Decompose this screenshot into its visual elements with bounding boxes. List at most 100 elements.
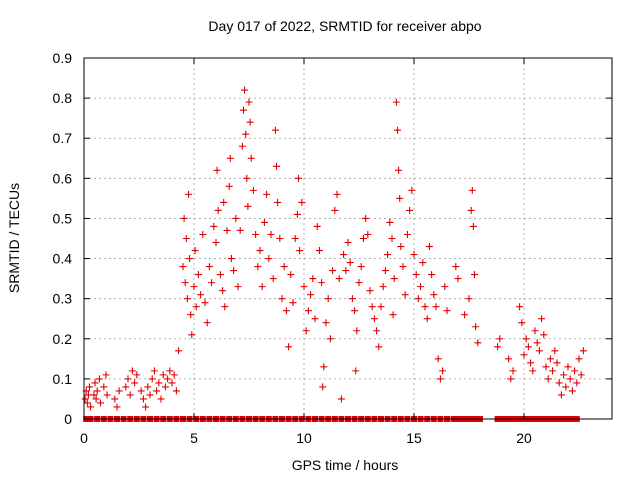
- y-tick-label: 0.7: [53, 130, 73, 146]
- data-point: [471, 271, 478, 279]
- data-point: [414, 295, 422, 303]
- data-point: [575, 355, 583, 363]
- data-point: [241, 86, 249, 94]
- data-point: [274, 198, 282, 206]
- data-point: [115, 387, 123, 395]
- data-point: [557, 391, 565, 399]
- data-point: [91, 379, 99, 387]
- data-point: [210, 222, 218, 230]
- data-point: [186, 255, 194, 263]
- data-point: [320, 363, 328, 371]
- data-point: [201, 299, 209, 307]
- data-point: [256, 247, 264, 255]
- data-point: [295, 174, 302, 182]
- data-point: [346, 259, 354, 267]
- data-point: [505, 355, 513, 363]
- data-point: [199, 230, 207, 238]
- data-point: [436, 375, 444, 383]
- data-point: [216, 271, 224, 279]
- data-point: [540, 331, 548, 339]
- x-tick-label: 15: [406, 430, 422, 446]
- data-point: [220, 198, 228, 206]
- data-point: [538, 315, 546, 323]
- data-point: [95, 375, 103, 383]
- data-point: [291, 235, 299, 242]
- data-point: [434, 355, 442, 363]
- data-point: [230, 267, 238, 275]
- data-point: [276, 235, 284, 242]
- data-point: [568, 387, 576, 395]
- data-point: [159, 371, 167, 379]
- data-point: [92, 395, 100, 403]
- data-point: [298, 198, 306, 206]
- data-point: [331, 206, 339, 214]
- data-point: [214, 206, 222, 214]
- data-point: [155, 379, 163, 387]
- data-point: [373, 327, 381, 335]
- data-point: [377, 303, 385, 311]
- data-point: [571, 367, 579, 375]
- data-point: [122, 383, 130, 391]
- data-point: [533, 339, 541, 347]
- data-point: [146, 391, 154, 399]
- data-point: [412, 271, 420, 279]
- data-point: [357, 263, 365, 271]
- data-point: [311, 315, 319, 323]
- data-point: [326, 335, 334, 343]
- data-point: [187, 311, 195, 319]
- data-point: [560, 371, 568, 379]
- data-point: [126, 391, 134, 399]
- data-point: [309, 275, 317, 283]
- data-point: [242, 130, 250, 138]
- data-point: [139, 395, 147, 403]
- data-point: [362, 214, 370, 222]
- data-point: [443, 307, 451, 315]
- data-point: [577, 371, 585, 379]
- data-point: [100, 383, 108, 391]
- data-point: [324, 295, 332, 303]
- data-point: [236, 226, 244, 234]
- data-point: [128, 367, 136, 375]
- data-point: [366, 287, 374, 295]
- data-point: [319, 383, 327, 391]
- data-point: [223, 226, 231, 234]
- data-point: [269, 275, 277, 283]
- y-tick-label: 0.4: [53, 251, 73, 267]
- data-point: [175, 347, 183, 355]
- data-point: [546, 355, 554, 363]
- data-point: [246, 118, 254, 126]
- data-point: [254, 263, 262, 271]
- data-point: [389, 311, 397, 319]
- data-point: [208, 279, 216, 287]
- data-point: [150, 367, 158, 375]
- data-point: [340, 251, 348, 259]
- data-point: [304, 307, 312, 315]
- data-point: [566, 375, 574, 383]
- data-point: [472, 323, 480, 331]
- data-point: [370, 315, 378, 323]
- data-point: [90, 391, 98, 399]
- data-point: [337, 395, 345, 403]
- data-point: [267, 230, 275, 238]
- data-point: [260, 218, 268, 226]
- data-point: [425, 243, 433, 251]
- x-axis-label: GPS time / hours: [292, 457, 399, 473]
- data-point: [329, 267, 337, 275]
- data-point: [474, 339, 482, 347]
- data-point: [359, 235, 367, 242]
- data-point: [197, 291, 205, 299]
- data-point: [293, 210, 301, 218]
- data-point: [300, 283, 308, 291]
- data-point: [170, 371, 178, 379]
- data-point: [244, 202, 252, 210]
- data-point: [289, 299, 297, 307]
- data-point: [181, 279, 189, 287]
- y-axis-label: SRMTID / TECUs: [6, 183, 22, 293]
- data-point: [544, 375, 552, 383]
- data-point: [188, 331, 196, 339]
- data-point: [137, 387, 145, 395]
- data-point: [238, 142, 246, 150]
- data-point: [131, 379, 139, 387]
- data-point: [509, 367, 517, 375]
- data-point: [183, 295, 191, 303]
